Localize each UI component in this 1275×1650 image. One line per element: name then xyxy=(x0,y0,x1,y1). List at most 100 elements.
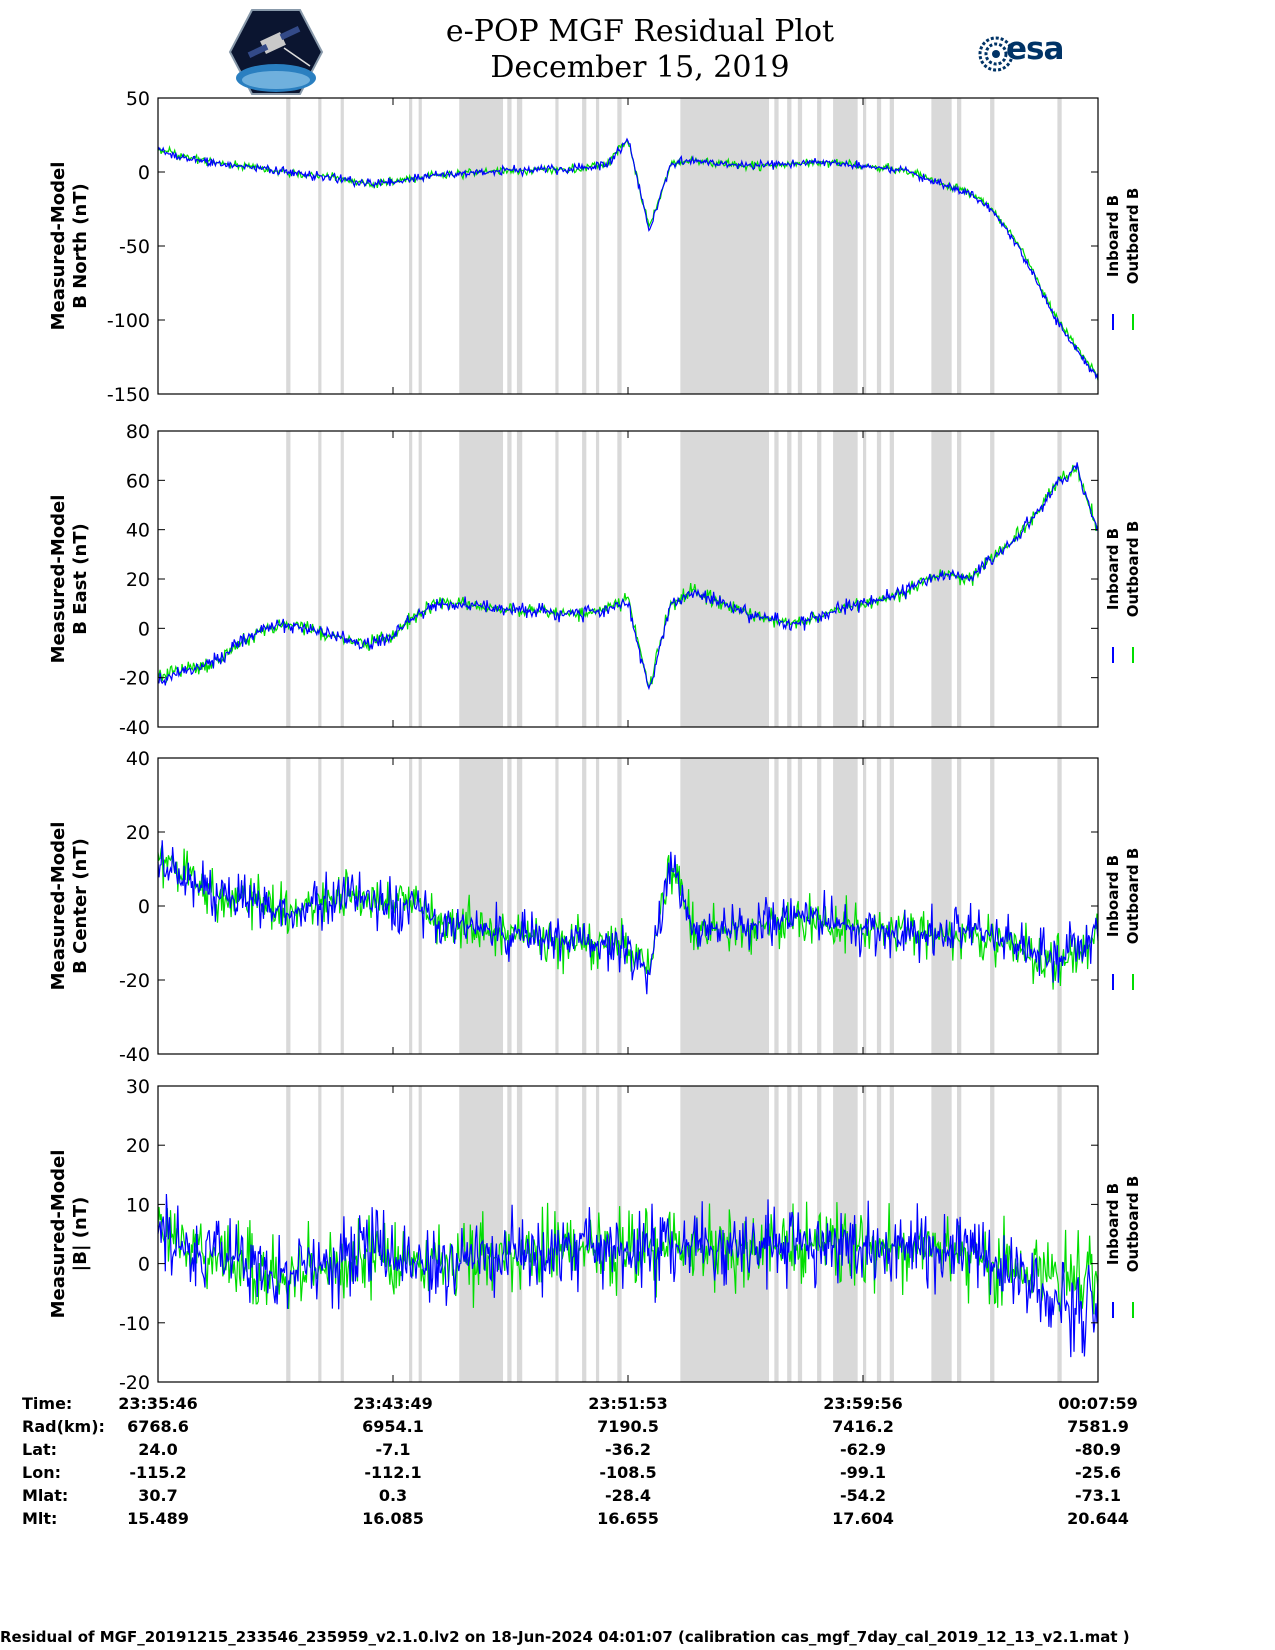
shaded-gap-22 xyxy=(957,98,962,394)
legend-inboard-label: Inboard B xyxy=(1104,855,1122,937)
shaded-gap-9 xyxy=(582,758,587,1054)
shaded-gap-9 xyxy=(582,431,587,727)
info-value: 16.085 xyxy=(362,1509,424,1528)
y-axis-label-line: Measured-Model xyxy=(48,162,69,331)
info-value: -99.1 xyxy=(839,1463,887,1482)
info-value: 20.644 xyxy=(1067,1509,1129,1528)
info-value: 24.0 xyxy=(138,1440,178,1459)
shaded-gap-18 xyxy=(863,1086,867,1382)
shaded-gap-5 xyxy=(459,98,504,394)
shaded-gap-14 xyxy=(787,431,792,727)
shaded-gap-22 xyxy=(957,758,962,1054)
info-value: -7.1 xyxy=(375,1440,411,1459)
shaded-gap-1 xyxy=(318,98,322,394)
title-line-1: e-POP MGF Residual Plot xyxy=(445,14,835,49)
shaded-gap-12 xyxy=(680,431,769,727)
info-value: 6768.6 xyxy=(127,1417,189,1436)
shaded-gap-15 xyxy=(797,431,803,727)
info-row-label: Lon: xyxy=(22,1463,61,1482)
legend-outboard-label: Outboard B xyxy=(1124,188,1142,285)
shaded-gap-16 xyxy=(817,758,822,1054)
shaded-gap-15 xyxy=(797,758,803,1054)
legend-outboard-label: Outboard B xyxy=(1124,521,1142,618)
shaded-gap-24 xyxy=(1057,431,1062,727)
info-value: 0.3 xyxy=(378,1486,408,1505)
shaded-gap-3 xyxy=(409,758,413,1054)
y-tick-label: 0 xyxy=(138,896,150,918)
legend-inboard-label: Inboard B xyxy=(1104,195,1122,277)
shaded-gap-0 xyxy=(286,758,291,1054)
y-tick-label: -20 xyxy=(119,970,150,992)
shaded-gap-23 xyxy=(990,1086,995,1382)
shaded-gap-12 xyxy=(680,98,769,394)
y-tick-label: 20 xyxy=(126,822,150,844)
info-value: 23:51:53 xyxy=(588,1394,668,1413)
shaded-gap-13 xyxy=(774,758,779,1054)
shaded-gap-13 xyxy=(774,431,779,727)
info-value: 6954.1 xyxy=(362,1417,424,1436)
y-axis-label-line: B East (nT) xyxy=(70,523,91,635)
info-value: 23:59:56 xyxy=(823,1394,903,1413)
shaded-gap-24 xyxy=(1057,758,1062,1054)
y-tick-label: 40 xyxy=(126,748,150,770)
info-row: Time: 23:35:46 23:43:49 23:51:53 23:59:56 00:… xyxy=(0,1394,1275,1418)
chart-b-center: -40 -20 0 20 40 Measured-ModelB Center (nT) In… xyxy=(48,748,1142,1066)
shaded-gap-23 xyxy=(990,431,995,727)
shaded-gap-19 xyxy=(876,431,882,727)
info-value: 7190.5 xyxy=(597,1417,659,1436)
y-tick-label: 30 xyxy=(126,1076,150,1098)
shaded-gap-11 xyxy=(617,431,622,727)
chart-b-magnitude: -20 -10 0 10 20 30 Measured-Model|B| (nT) Inboa… xyxy=(48,1076,1142,1394)
y-axis-label-line: Measured-Model xyxy=(48,1150,69,1319)
y-tick-label: 80 xyxy=(126,421,150,443)
series-line-inboard xyxy=(157,1193,1099,1358)
info-value: 7581.9 xyxy=(1067,1417,1129,1436)
shaded-gap-19 xyxy=(876,98,882,394)
y-tick-label: 0 xyxy=(138,1254,150,1276)
info-value: -62.9 xyxy=(839,1440,887,1459)
y-tick-label: -100 xyxy=(107,310,150,332)
shaded-gap-8 xyxy=(555,98,559,394)
info-row-label: Time: xyxy=(22,1394,73,1413)
shaded-gap-9 xyxy=(582,98,587,394)
shaded-gap-23 xyxy=(990,98,995,394)
info-value: 30.7 xyxy=(138,1486,178,1505)
shaded-gap-10 xyxy=(595,431,600,727)
shaded-gap-10 xyxy=(595,98,600,394)
series-line-inboard xyxy=(157,840,1099,995)
shaded-gap-23 xyxy=(990,758,995,1054)
shaded-gap-17 xyxy=(833,431,858,727)
y-axis-label: Measured-ModelB North (nT) xyxy=(48,162,91,331)
shaded-gap-16 xyxy=(817,431,822,727)
info-value: -54.2 xyxy=(839,1486,887,1505)
shaded-gap-2 xyxy=(340,98,344,394)
shaded-gap-13 xyxy=(774,98,779,394)
series-line-inboard xyxy=(157,462,1099,691)
info-value: -108.5 xyxy=(599,1463,657,1482)
shaded-gap-4 xyxy=(418,1086,422,1382)
shaded-gap-8 xyxy=(555,758,559,1054)
shaded-gap-4 xyxy=(418,758,422,1054)
cassiope-logo-icon xyxy=(228,9,324,95)
info-value: -80.9 xyxy=(1074,1440,1122,1459)
info-value: -115.2 xyxy=(129,1463,187,1482)
shaded-gap-20 xyxy=(889,98,894,394)
y-tick-label: -150 xyxy=(107,384,150,406)
y-axis-label-line: B North (nT) xyxy=(70,183,91,309)
shaded-gap-20 xyxy=(889,431,894,727)
legend-inboard-label: Inboard B xyxy=(1104,1183,1122,1265)
y-axis-label-line: Measured-Model xyxy=(48,495,69,664)
shaded-gap-10 xyxy=(595,758,600,1054)
y-tick-label: 60 xyxy=(126,470,150,492)
y-axis-label: Measured-Model|B| (nT) xyxy=(48,1150,91,1319)
y-tick-label: 20 xyxy=(126,1135,150,1157)
info-row: Lat: 24.0 -7.1 -36.2 -62.9 -80.9 xyxy=(0,1440,1275,1464)
legend-outboard-label: Outboard B xyxy=(1124,848,1142,945)
legend-outboard-label: Outboard B xyxy=(1124,1176,1142,1273)
shaded-gap-0 xyxy=(286,98,291,394)
shaded-gap-11 xyxy=(617,758,622,1054)
shaded-gap-5 xyxy=(459,431,504,727)
shaded-gap-3 xyxy=(409,431,413,727)
y-tick-label: 10 xyxy=(126,1194,150,1216)
shaded-gap-2 xyxy=(340,431,344,727)
